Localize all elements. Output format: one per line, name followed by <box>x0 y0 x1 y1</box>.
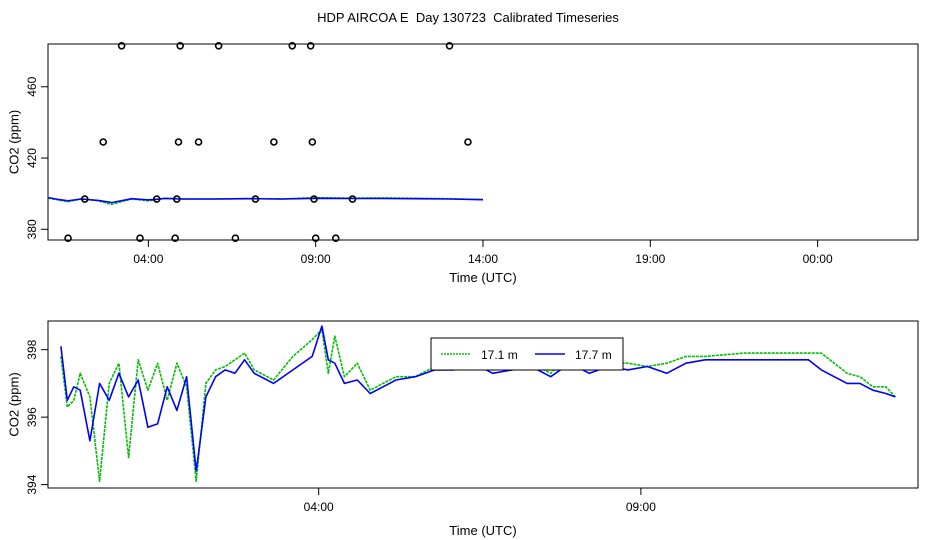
bottom-panel: 04:00 09:00 394 396 398 Time (UTC) CO2 (ppm… <box>7 320 919 538</box>
data-point <box>136 234 144 243</box>
x-tick-label: 04:00 <box>133 252 163 266</box>
x-tick-label: 14:00 <box>468 252 498 266</box>
bottom-x-axis: 04:00 09:00 <box>304 488 656 514</box>
y-tick-label: 394 <box>25 474 39 494</box>
legend-label-17-7m: 17.7 m <box>575 348 612 362</box>
data-point <box>173 195 181 203</box>
data-point <box>331 234 340 243</box>
data-point <box>64 234 72 243</box>
data-point <box>81 195 89 203</box>
top-panel: 04:00 09:00 14:00 19:00 00:00 380 420 460 Time… <box>7 41 919 285</box>
top-series <box>47 196 484 206</box>
y-tick-label: 420 <box>25 148 39 168</box>
y-tick-label: 396 <box>25 407 39 427</box>
data-point <box>308 138 317 146</box>
legend-label-17-1m: 17.1 m <box>481 348 518 362</box>
series-line-17-1-m <box>60 328 896 483</box>
bottom-y-axis: 394 396 398 <box>25 339 48 495</box>
data-point <box>306 41 315 50</box>
series-line-1 <box>47 196 484 204</box>
data-point <box>464 138 472 146</box>
top-points <box>64 41 472 243</box>
chart-title: HDP AIRCOA E Day 130723 Calibrated Times… <box>317 10 619 25</box>
bottom-plot-frame <box>47 320 919 489</box>
data-point <box>99 138 108 146</box>
data-point <box>231 234 240 243</box>
data-point <box>310 195 318 203</box>
top-x-axis-label: Time (UTC) <box>449 270 516 285</box>
x-tick-label: 19:00 <box>635 252 665 266</box>
data-point <box>117 41 126 50</box>
y-tick-label: 380 <box>25 219 39 239</box>
x-tick-label: 09:00 <box>301 252 331 266</box>
data-point <box>270 138 278 146</box>
top-plot-frame <box>47 43 919 241</box>
x-tick-label: 09:00 <box>626 500 656 514</box>
data-point <box>176 41 184 50</box>
top-x-axis: 04:00 09:00 14:00 19:00 00:00 <box>133 240 833 266</box>
data-point <box>348 195 357 203</box>
x-tick-label: 04:00 <box>304 500 334 514</box>
top-y-axis: 380 420 460 <box>25 76 48 239</box>
data-point <box>214 41 223 50</box>
y-tick-label: 398 <box>25 339 39 359</box>
legend: 17.1 m 17.7 m <box>430 337 624 371</box>
data-point <box>174 138 183 146</box>
top-y-axis-label: CO2 (ppm) <box>7 110 22 174</box>
bottom-series <box>60 325 896 483</box>
data-point <box>194 138 203 146</box>
bottom-x-axis-label: Time (UTC) <box>449 523 516 538</box>
y-tick-label: 460 <box>25 76 39 96</box>
data-point <box>251 195 260 203</box>
series-line-17-7-m <box>60 325 896 472</box>
data-point <box>288 41 297 50</box>
x-tick-label: 00:00 <box>803 252 833 266</box>
bottom-y-axis-label: CO2 (ppm) <box>7 372 22 436</box>
data-point <box>311 234 320 243</box>
data-point <box>445 41 454 50</box>
data-point <box>171 234 179 243</box>
data-point <box>152 195 161 203</box>
